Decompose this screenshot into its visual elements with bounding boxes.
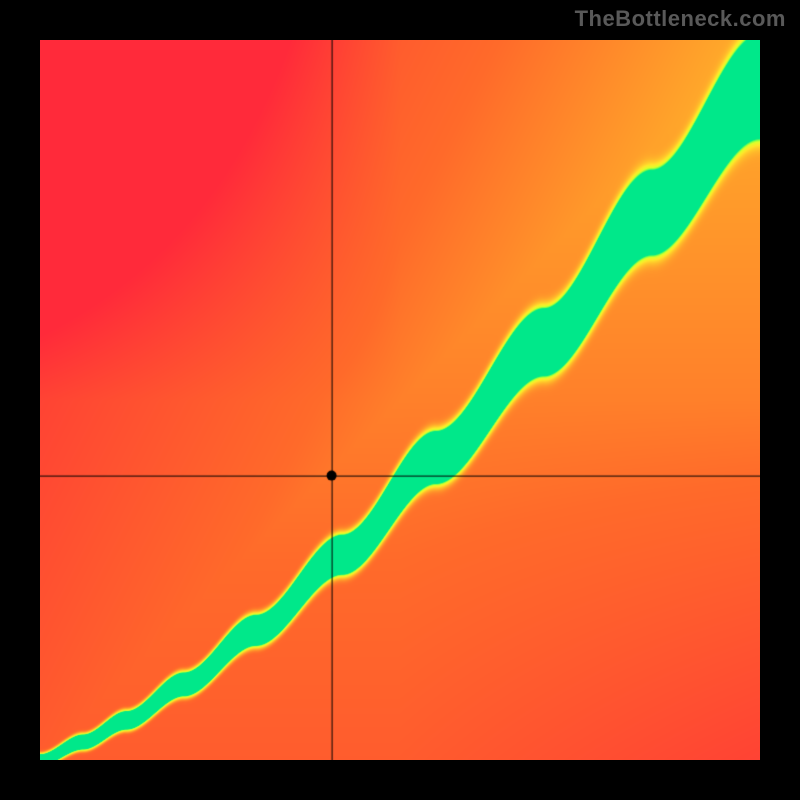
watermark-text: TheBottleneck.com — [575, 6, 786, 32]
bottleneck-heatmap — [40, 40, 760, 760]
plot-frame — [40, 40, 760, 760]
chart-container: TheBottleneck.com — [0, 0, 800, 800]
